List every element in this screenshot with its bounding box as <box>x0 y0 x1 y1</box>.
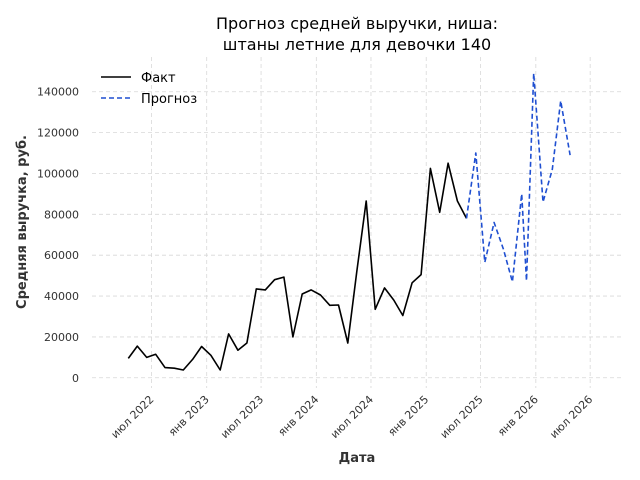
x-tick-label: июл 2024 <box>328 393 376 441</box>
y-tick-label: 0 <box>72 372 79 385</box>
x-tick-label: янв 2026 <box>495 393 541 439</box>
x-tick-label: июл 2023 <box>218 393 266 441</box>
x-tick-label: янв 2024 <box>276 393 322 439</box>
y-tick-label: 80000 <box>44 208 79 221</box>
x-tick-label: июл 2022 <box>109 393 157 441</box>
legend-forecast-label: Прогноз <box>141 92 197 107</box>
x-tick-label: янв 2023 <box>166 393 212 439</box>
y-tick-label: 20000 <box>44 331 79 344</box>
y-axis-ticks: 0 20000 40000 60000 80000 100000 120000 140000 <box>37 86 79 385</box>
forecast-series-line <box>465 72 571 283</box>
y-tick-label: 40000 <box>44 290 79 303</box>
x-tick-label: июл 2025 <box>438 393 486 441</box>
series <box>127 72 571 371</box>
legend: Факт Прогноз <box>101 71 197 107</box>
chart-title-line1: Прогноз средней выручки, ниша: <box>216 14 498 33</box>
fact-series-line <box>127 162 468 371</box>
y-tick-label: 120000 <box>37 127 79 140</box>
x-axis-ticks: июл 2022 янв 2023 июл 2023 янв 2024 июл 2024… <box>109 393 596 441</box>
y-tick-label: 60000 <box>44 249 79 262</box>
y-tick-label: 100000 <box>37 167 79 180</box>
x-tick-label: июл 2026 <box>547 393 595 441</box>
chart-title-line2: штаны летние для девочки 140 <box>223 35 491 54</box>
y-axis-label: Средняя выручка, руб. <box>15 135 30 309</box>
x-tick-label: янв 2025 <box>386 393 432 439</box>
legend-fact-label: Факт <box>141 71 176 86</box>
y-tick-label: 140000 <box>37 86 79 99</box>
x-axis-label: Дата <box>339 451 376 466</box>
